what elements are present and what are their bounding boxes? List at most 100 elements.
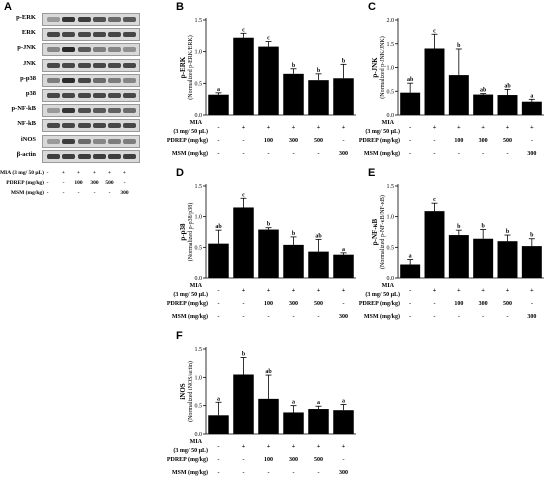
msm-value: -	[318, 470, 320, 476]
pdrep-value: 100	[264, 457, 273, 463]
pdrep-value: 300	[289, 138, 298, 144]
y-axis-title: p-NF-κB	[371, 218, 379, 245]
significance-letter: b	[292, 231, 296, 237]
pdrep-label: PDREP (mg/kg)	[167, 300, 208, 307]
bar	[333, 410, 354, 434]
y-tick-label: 1.0	[195, 50, 203, 56]
bar	[258, 46, 279, 115]
y-tick-label: 1.0	[387, 66, 395, 72]
mia-value: +	[267, 124, 271, 131]
blot-band	[78, 93, 91, 98]
bar	[258, 398, 279, 434]
blot-band	[62, 32, 75, 38]
y-tick-label: 0.0	[387, 276, 395, 282]
mia-value: +	[292, 124, 296, 131]
blot-treatment-value: -	[46, 170, 49, 176]
blot-treatment-value: -	[108, 190, 111, 196]
blot-treatment-value: +	[122, 170, 127, 176]
significance-letter: a	[217, 87, 220, 93]
y-axis-title: p-JNK	[371, 57, 379, 78]
blot-band	[123, 138, 136, 144]
blot-band	[47, 17, 60, 22]
blot-band	[93, 32, 106, 38]
y-tick-label: 0.0	[195, 432, 203, 438]
mia-value: +	[292, 287, 296, 294]
mia-value: +	[342, 124, 346, 131]
blot-strip	[42, 134, 140, 148]
blot-band	[47, 47, 60, 53]
y-tick-label: 1.5	[195, 18, 203, 24]
msm-value: -	[409, 314, 411, 320]
blot-band	[78, 108, 91, 114]
msm-value: 300	[527, 151, 536, 157]
mia-value: +	[530, 287, 534, 294]
significance-letter: c	[242, 27, 245, 33]
pdrep-value: 300	[289, 457, 298, 463]
msm-label: MSM (mg/kg)	[364, 313, 400, 320]
significance-letter: a	[317, 400, 320, 406]
blot-treatment-value: -	[62, 180, 65, 186]
msm-label: MSM (mg/kg)	[172, 469, 208, 476]
msm-label: MSM (mg/kg)	[172, 313, 208, 320]
blot-strip	[42, 89, 140, 102]
blot-label-jnk: JNK	[23, 59, 36, 67]
mia-value: -	[409, 287, 411, 294]
mia-value: +	[342, 287, 346, 294]
msm-label: MSM (mg/kg)	[364, 150, 400, 157]
bar	[208, 415, 229, 434]
pdrep-value: 500	[314, 301, 323, 307]
blot-label-p-jnk: p-JNK	[17, 44, 36, 52]
pdrep-value: -	[243, 138, 245, 144]
blot-treatment-label: MIA (3 mg/ 50 μL)	[0, 170, 44, 176]
msm-value: -	[268, 470, 270, 476]
blot-band	[93, 153, 106, 159]
western-blot-panel: A p-ERK ERK p-JNK JNK p-p38 p38 p-NF-kB NF-kB iN…	[0, 0, 150, 220]
blot-band	[78, 123, 91, 129]
y-tick-label: 1.5	[387, 42, 395, 48]
mia-value: +	[317, 443, 321, 450]
blot-band	[93, 108, 106, 114]
significance-letter: a	[530, 93, 533, 99]
mia-value: +	[433, 287, 437, 294]
blot-band	[108, 93, 121, 98]
significance-letter: b	[481, 224, 485, 230]
y-axis-title: iNOS	[179, 383, 187, 399]
significance-letter: b	[242, 352, 246, 358]
msm-value: -	[409, 151, 411, 157]
blot-band	[62, 62, 75, 68]
y-axis-subtitle: (Normalized p-NF-κB/NF-κB)	[379, 195, 386, 269]
y-axis-title: p-ERK	[179, 56, 187, 78]
y-tick-label: 0.0	[195, 113, 203, 119]
significance-letter: b	[457, 224, 461, 230]
blot-label-p-p38: p-p38	[20, 74, 36, 82]
mia-value: +	[506, 287, 510, 294]
blot-band	[93, 123, 106, 129]
blot-band	[123, 62, 136, 68]
mia-value: +	[267, 287, 271, 294]
blot-label-erk: ERK	[21, 29, 36, 37]
mia-label: MIA	[190, 283, 203, 289]
msm-label: MSM (mg/kg)	[172, 150, 208, 157]
y-tick-label: 0.5	[387, 89, 395, 95]
blot-band	[78, 138, 91, 144]
msm-value: 300	[339, 470, 348, 476]
mia-label: MIA	[190, 120, 203, 126]
pdrep-value: 500	[314, 138, 323, 144]
bar	[473, 238, 494, 278]
msm-value: -	[268, 314, 270, 320]
pdrep-value: -	[343, 301, 345, 307]
bar	[233, 207, 254, 278]
blot-treatment-value: -	[46, 180, 49, 186]
blot-band	[47, 32, 60, 38]
pdrep-value: 100	[454, 138, 463, 144]
y-axis-subtitle: (Normalized p-JNK/JNK)	[379, 36, 386, 98]
chart-f-inos: iNOS (Normalized iNOS/actin) 0.0 0.5 1.0 1.5 a…	[167, 347, 356, 476]
blot-treatment-value: 300	[90, 180, 99, 186]
significance-letter: a	[342, 247, 345, 253]
blot-strip	[42, 149, 140, 163]
blot-band	[93, 47, 106, 53]
y-tick-label: 0.0	[387, 113, 395, 119]
significance-letter: b	[292, 63, 296, 69]
blot-band	[78, 77, 91, 83]
blot-band	[108, 138, 121, 144]
